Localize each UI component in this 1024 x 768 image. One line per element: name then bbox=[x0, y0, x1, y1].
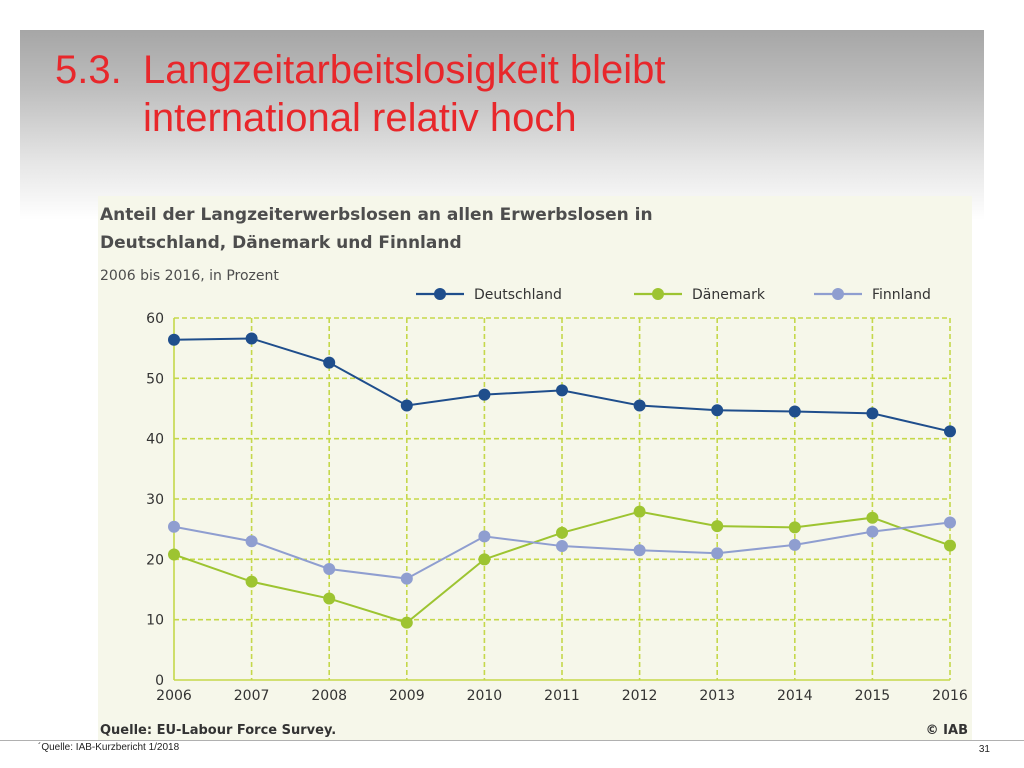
y-tick-label: 60 bbox=[146, 311, 164, 327]
legend-label: Dänemark bbox=[692, 287, 766, 303]
data-point bbox=[245, 535, 258, 548]
chart-title-line-2: Deutschland, Dänemark und Finnland bbox=[100, 233, 462, 253]
footnote: ´Quelle: IAB-Kurzbericht 1/2018 bbox=[38, 742, 180, 753]
data-point bbox=[944, 539, 956, 552]
data-point bbox=[478, 388, 491, 401]
x-tick-label: 2007 bbox=[234, 688, 270, 704]
title-number: 5.3. bbox=[55, 48, 122, 92]
title-band bbox=[20, 30, 984, 220]
data-point bbox=[711, 404, 724, 417]
data-point bbox=[633, 505, 646, 518]
data-point bbox=[168, 520, 180, 533]
data-point bbox=[323, 592, 336, 605]
y-tick-label: 20 bbox=[146, 552, 164, 568]
footer-rule bbox=[0, 740, 1024, 741]
data-point bbox=[944, 425, 956, 438]
legend: Deutschland Dänemark Finnland bbox=[416, 287, 931, 303]
chart-title-line-1: Anteil der Langzeiterwerbslosen an allen… bbox=[100, 205, 653, 225]
data-point bbox=[245, 332, 258, 345]
title-line-1: Langzeitarbeitslosigkeit bleibt bbox=[143, 48, 666, 92]
x-tick-label: 2006 bbox=[156, 688, 192, 704]
chart-panel: Anteil der Langzeiterwerbslosen an allen… bbox=[98, 196, 972, 740]
x-axis-ticks: 2006 2007 2008 2009 2010 2011 2012 2013 2014 2015… bbox=[156, 688, 968, 704]
data-point bbox=[944, 516, 956, 529]
data-point bbox=[323, 562, 336, 575]
data-point bbox=[556, 384, 568, 397]
y-tick-label: 40 bbox=[146, 432, 164, 448]
data-point bbox=[556, 526, 568, 539]
data-point bbox=[323, 356, 336, 369]
data-point bbox=[788, 405, 801, 418]
x-tick-label: 2014 bbox=[777, 688, 813, 704]
y-tick-label: 10 bbox=[146, 613, 164, 629]
data-point bbox=[400, 399, 413, 412]
page-number: 31 bbox=[978, 744, 990, 755]
data-point bbox=[556, 540, 568, 553]
x-tick-label: 2011 bbox=[544, 688, 580, 704]
y-tick-label: 0 bbox=[155, 673, 164, 689]
data-point bbox=[633, 399, 646, 412]
grid bbox=[173, 317, 951, 681]
data-point bbox=[400, 572, 413, 585]
data-point bbox=[168, 333, 180, 346]
data-point bbox=[400, 616, 413, 629]
legend-label: Deutschland bbox=[474, 287, 562, 303]
slide-title: 5.3. Langzeitarbeitslosigkeit bleibt inte… bbox=[55, 46, 955, 142]
x-tick-label: 2010 bbox=[467, 688, 503, 704]
data-point bbox=[245, 575, 258, 588]
y-tick-label: 30 bbox=[146, 492, 164, 508]
x-tick-label: 2013 bbox=[699, 688, 735, 704]
legend-swatch-marker bbox=[434, 288, 446, 300]
data-point bbox=[478, 553, 491, 566]
series-layer bbox=[168, 332, 956, 629]
chart-subtitle: 2006 bis 2016, in Prozent bbox=[100, 268, 279, 284]
legend-label: Finnland bbox=[872, 287, 931, 303]
data-point bbox=[168, 548, 180, 561]
data-point bbox=[711, 547, 724, 560]
data-point bbox=[633, 544, 646, 557]
y-axis-ticks: 0 10 20 30 40 50 60 bbox=[146, 311, 164, 689]
x-tick-label: 2015 bbox=[855, 688, 891, 704]
data-point bbox=[788, 521, 801, 534]
x-tick-label: 2009 bbox=[389, 688, 425, 704]
x-tick-label: 2012 bbox=[622, 688, 658, 704]
x-tick-label: 2016 bbox=[932, 688, 968, 704]
y-tick-label: 50 bbox=[146, 371, 164, 387]
data-point bbox=[788, 538, 801, 551]
legend-swatch-marker bbox=[832, 288, 844, 300]
data-point bbox=[478, 530, 491, 543]
title-line-2: international relativ hoch bbox=[143, 96, 577, 140]
line-chart: Anteil der Langzeiterwerbslosen an allen… bbox=[100, 205, 968, 738]
data-point bbox=[866, 511, 879, 524]
data-point bbox=[866, 407, 879, 420]
chart-source: Quelle: EU-Labour Force Survey. bbox=[100, 723, 336, 738]
chart-credit: © IAB bbox=[926, 723, 968, 738]
x-tick-label: 2008 bbox=[311, 688, 347, 704]
data-point bbox=[711, 520, 724, 533]
data-point bbox=[866, 525, 879, 538]
legend-swatch-marker bbox=[652, 288, 664, 300]
